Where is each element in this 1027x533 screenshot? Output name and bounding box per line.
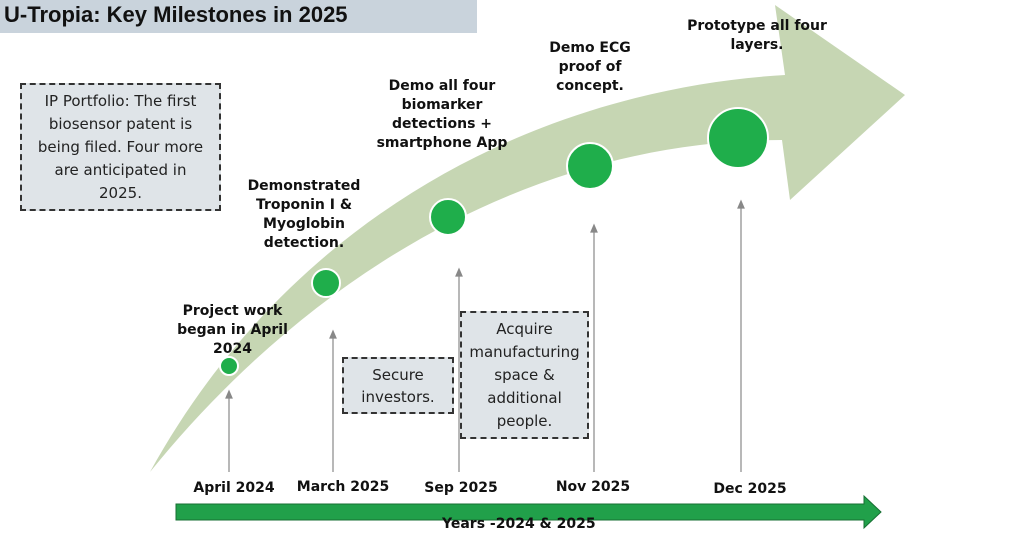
investors-box: Secure investors. xyxy=(342,357,454,414)
timeline-arrow xyxy=(175,494,882,530)
date-label: Dec 2025 xyxy=(713,481,787,497)
milestone-dot xyxy=(429,198,467,236)
date-label: Nov 2025 xyxy=(555,479,631,495)
ip-portfolio-box: IP Portfolio: The first biosensor patent… xyxy=(20,83,221,211)
milestone-dot xyxy=(219,356,239,376)
date-label: April 2024 xyxy=(193,480,275,496)
connector-arrowhead xyxy=(329,329,337,339)
connector-arrowhead xyxy=(737,199,745,209)
manufacturing-text: Acquire manufacturing space & additional… xyxy=(469,319,580,430)
milestone-dot xyxy=(707,107,769,169)
milestone-label: Demo all four biomarker detections + sma… xyxy=(376,78,508,151)
milestone-label: Demo ECG proof of concept. xyxy=(549,40,631,94)
investors-text: Secure investors. xyxy=(361,365,435,406)
milestone-label: Prototype all four layers. xyxy=(687,18,827,53)
connector-lines xyxy=(225,199,745,472)
milestone-label: Demonstrated Troponin I & Myoglobin dete… xyxy=(247,178,361,251)
connector-arrowhead xyxy=(590,223,598,233)
milestone-label: Project work began in April 2024 xyxy=(177,303,288,357)
ip-portfolio-text: IP Portfolio: The first biosensor patent… xyxy=(37,91,204,202)
date-label: March 2025 xyxy=(296,479,390,495)
date-label: Sep 2025 xyxy=(424,480,498,496)
milestone-dot xyxy=(311,268,341,298)
title-bar xyxy=(0,0,477,33)
connector-arrowhead xyxy=(455,267,463,277)
timeline-axis-label: Years -2024 & 2025 xyxy=(442,516,596,532)
page-title: U-Tropia: Key Milestones in 2025 xyxy=(4,2,348,27)
connector-arrowhead xyxy=(225,389,233,399)
milestone-dot xyxy=(566,142,614,190)
manufacturing-box: Acquire manufacturing space & additional… xyxy=(460,311,589,439)
